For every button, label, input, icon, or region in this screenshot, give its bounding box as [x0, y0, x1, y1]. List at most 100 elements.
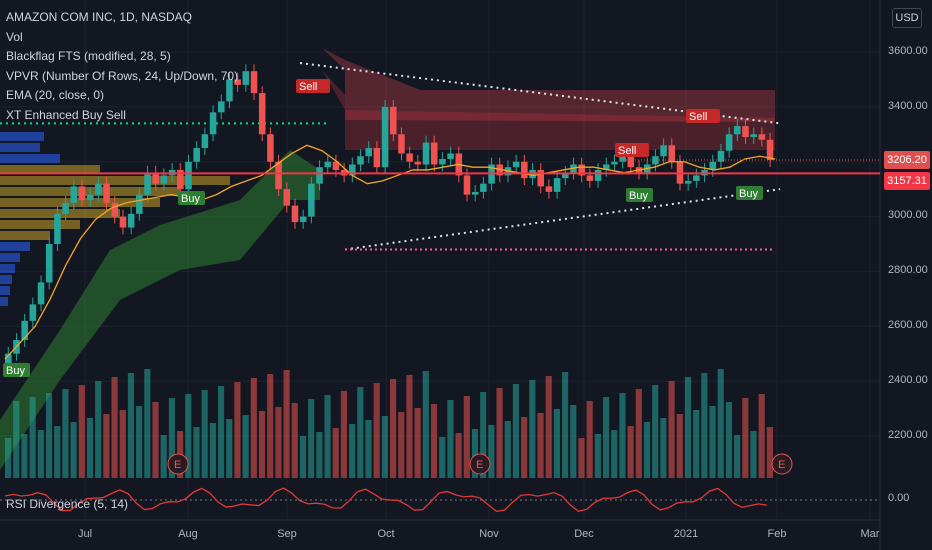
vpvr-bar [0, 165, 100, 174]
legend-blackflag[interactable]: Blackflag FTS (modified, 28, 5) [6, 49, 171, 63]
volume-bar [86, 418, 94, 478]
candle-body [717, 150, 725, 162]
volume-bar [717, 369, 724, 478]
x-tick: Jul [77, 528, 93, 540]
candle-body [627, 153, 635, 168]
legend-ema[interactable]: EMA (20, close, 0) [6, 88, 105, 102]
candle-body [660, 145, 667, 157]
candle-body [619, 153, 626, 162]
vpvr-bar [0, 209, 120, 218]
candle-body [709, 161, 717, 170]
volume-bar [45, 393, 53, 478]
volume-bar [504, 421, 511, 478]
earnings-marker [167, 453, 189, 475]
volume-bar [193, 427, 200, 478]
signal-label: Sell [689, 111, 707, 123]
volume-bar [562, 372, 569, 478]
candle-body [324, 161, 332, 168]
candle-body [111, 202, 119, 217]
candle-body [373, 148, 381, 168]
legend-vpvr[interactable]: VPVR (Number Of Rows, 24, Up/Down, 70) [6, 68, 239, 83]
volume-bar [242, 415, 249, 478]
candle-body [414, 161, 422, 165]
volume-bar [701, 373, 708, 478]
candle-body [152, 172, 159, 184]
signal-badge [626, 188, 653, 202]
vpvr-bar [0, 253, 20, 262]
legend-xt[interactable]: XT Enhanced Buy Sell [6, 107, 126, 122]
candle-body [258, 93, 266, 135]
candle-body [160, 175, 168, 184]
candle-body [734, 126, 741, 135]
signal-label: Buy [6, 365, 25, 377]
volume-bar [357, 387, 364, 478]
volume-bar [381, 416, 388, 478]
support-trendline [344, 188, 781, 251]
volume-bar [283, 370, 290, 478]
y-tick: 3000.00 [888, 209, 928, 221]
volume-bar [553, 409, 560, 478]
volume-bar [406, 375, 413, 478]
volume-bar [463, 396, 470, 478]
candle-body [283, 189, 291, 206]
volume-bar [275, 407, 282, 478]
volume-bar [734, 435, 741, 478]
vpvr-bar [0, 264, 15, 273]
candle-body [193, 148, 200, 162]
candle-body [578, 164, 585, 176]
signal-badge [3, 363, 30, 377]
volume-bar [668, 381, 675, 478]
currency-button[interactable]: USD [892, 8, 922, 28]
candle-body [758, 134, 766, 140]
volume-bar [390, 379, 397, 478]
candle-body [177, 169, 184, 190]
candle-body [447, 153, 454, 159]
candle-body [512, 161, 520, 168]
legend: AMAZON COM INC, 1D, NASDAQ Vol Blackflag… [6, 8, 238, 125]
x-tick: 2021 [673, 528, 699, 540]
vpvr-bar [0, 231, 50, 240]
resistance-band [322, 48, 775, 122]
signal-badge [736, 186, 763, 200]
candle-body [553, 178, 561, 192]
volume-bar [160, 435, 167, 478]
signal-label: Buy [181, 193, 200, 205]
resistance-band-inner [322, 70, 775, 150]
candle-body [275, 161, 282, 190]
volume-bar [750, 431, 757, 478]
candle-body [349, 164, 356, 176]
volume-bar [37, 430, 44, 478]
signal-badge [178, 191, 205, 205]
candle-body [594, 169, 602, 181]
y-tick: 2200.00 [888, 429, 928, 441]
volume-bar [480, 392, 487, 478]
volume-bar [742, 398, 749, 478]
volume-bar [258, 411, 266, 478]
legend-vol[interactable]: Vol [6, 29, 23, 44]
vpvr-bar [0, 275, 12, 284]
candle-body [5, 353, 12, 365]
volume-bar [578, 438, 585, 478]
candle-body [750, 134, 757, 138]
candle-body [226, 79, 233, 102]
volume-bar [95, 381, 102, 478]
volume-bar [78, 385, 85, 478]
candle-body [185, 161, 192, 190]
signal-badge [296, 79, 330, 93]
candle-body [45, 244, 53, 283]
candle-body [463, 175, 471, 195]
candle-body [390, 106, 397, 135]
volume-bar [439, 437, 446, 478]
candle-body [381, 106, 389, 168]
volume-bar [537, 413, 544, 478]
candle-body [86, 194, 94, 201]
volume-bar [627, 426, 634, 478]
candle-body [332, 161, 340, 170]
volume-bar [111, 377, 118, 478]
volume-bar [521, 417, 528, 478]
ema-line [4, 144, 776, 360]
candle-body [308, 183, 315, 217]
volume-bar [496, 388, 503, 478]
volume-bar [373, 383, 380, 478]
